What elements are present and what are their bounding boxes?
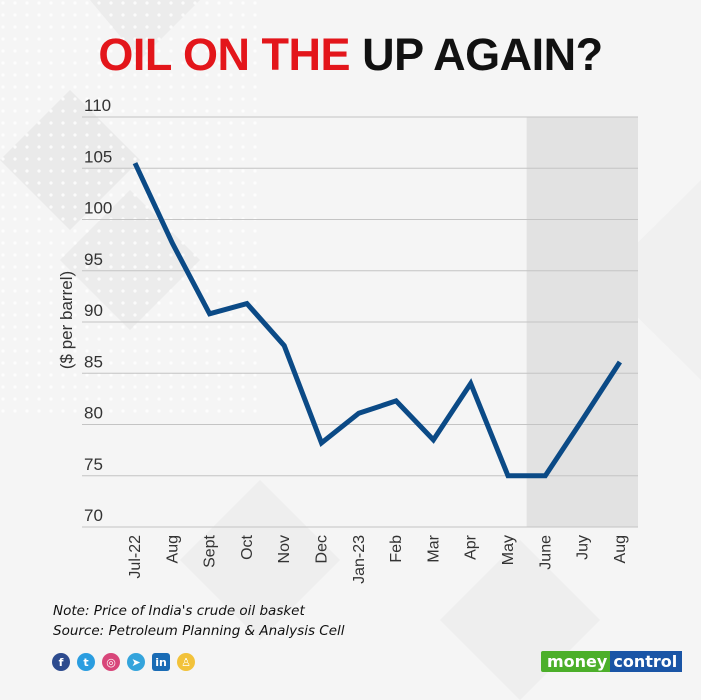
x-tick-label: Mar [425,534,442,562]
y-tick-label: 80 [84,404,103,423]
title-black-part: UP AGAIN? [362,29,603,80]
x-tick-label: Jul-22 [127,535,144,579]
price-line [132,162,622,479]
x-tick-label: Sept [202,534,219,567]
facebook-icon[interactable]: f [52,653,70,671]
x-tick-label: June [537,535,554,570]
title-red-part: OIL ON THE [98,29,351,80]
x-tick-label: Apr [463,534,480,560]
instagram-icon[interactable]: ◎ [102,653,120,671]
moneycontrol-logo[interactable]: money control [541,651,683,672]
twitter-icon[interactable]: t [77,653,95,671]
x-tick-label: Aug [164,535,181,563]
gridlines [82,116,638,528]
note-text: Note: Price of India's crude oil basket [53,603,305,619]
y-axis-label: ($ per barrel) [57,271,76,369]
y-tick-label: 75 [84,455,103,474]
x-tick-label: May [500,535,517,565]
source-text: Source: Petroleum Planning & Analysis Ce… [53,623,345,639]
y-axis-ticks: 110 105 100 95 90 85 80 75 70 [84,96,112,525]
y-tick-label: 90 [84,301,103,320]
x-tick-label: Nov [276,535,293,563]
x-tick-label: Oct [239,534,256,559]
chart-title: OIL ON THE UP AGAIN? [0,30,701,80]
y-tick-label: 95 [84,250,103,269]
linkedin-icon[interactable]: in [152,653,170,671]
y-tick-label: 70 [84,506,103,525]
x-tick-label: Dec [314,535,331,563]
y-tick-label: 110 [84,96,111,115]
x-tick-label: Aug [612,535,629,563]
logo-money: money [541,651,611,672]
x-tick-label: Jan-23 [351,535,368,584]
x-tick-label: Feb [388,535,405,563]
x-tick-label: Juy [575,535,592,560]
footer-notes: Note: Price of India's crude oil basket … [53,601,345,641]
x-axis-ticks: Jul-22 Aug Sept Oct Nov Dec Jan-23 Feb Mar Apr May… [127,534,629,584]
y-tick-label: 85 [84,352,103,371]
y-tick-label: 105 [84,147,112,166]
telegram-icon[interactable]: ➤ [127,653,145,671]
snapchat-icon[interactable]: ♙ [177,653,195,671]
social-icons: f t ◎ ➤ in ♙ [52,653,195,671]
logo-control: control [610,651,683,672]
y-tick-label: 100 [84,199,112,218]
